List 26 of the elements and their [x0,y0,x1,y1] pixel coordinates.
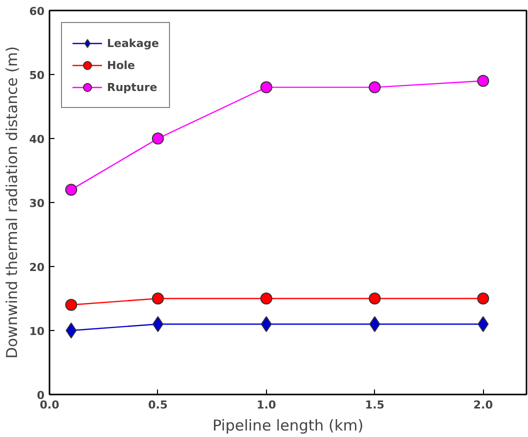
y-tick-label: 30 [29,197,45,210]
x-axis-title: Pipeline length (km) [212,416,364,434]
y-tick-label: 60 [29,5,45,18]
point [260,292,272,304]
y-tick-label: 40 [29,133,45,146]
y-axis-title: Downwind thermal radiation distance (m) [3,46,22,359]
y-tick-label: 20 [29,261,45,274]
legend-label: Rupture [107,80,158,94]
legend-label: Leakage [107,36,159,50]
point [65,298,78,311]
point [477,74,490,87]
point [260,81,272,94]
y-tick-label: 50 [29,69,45,82]
point [66,322,77,338]
x-tick-label: 1.0 [256,398,276,412]
x-tick-label: 2.0 [473,398,494,412]
x-tick-label: 0.5 [148,398,168,412]
y-tick-label: 10 [29,325,45,338]
point [477,292,490,304]
point [368,81,381,94]
x-tick-label: 1.5 [364,398,384,412]
point [368,292,381,304]
point [65,184,78,196]
point [152,132,164,144]
legend-label: Hole [107,58,135,72]
point [152,292,164,304]
